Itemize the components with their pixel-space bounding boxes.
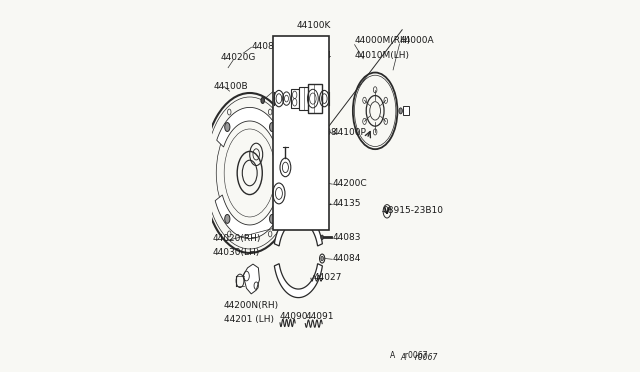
Bar	[273, 36, 329, 230]
Text: 44128: 44128	[285, 68, 312, 77]
Text: 44100P: 44100P	[332, 128, 366, 137]
Text: 44201 (LH): 44201 (LH)	[224, 315, 274, 324]
Text: 44000M(RH): 44000M(RH)	[355, 36, 411, 45]
Text: A    r0067: A r0067	[390, 351, 428, 360]
Text: 44112: 44112	[295, 51, 321, 60]
Text: 44090: 44090	[280, 312, 308, 321]
Text: 44027: 44027	[313, 273, 342, 282]
Text: 44081: 44081	[252, 42, 280, 51]
Text: 44124: 44124	[305, 51, 332, 60]
Polygon shape	[275, 212, 323, 246]
Text: 44200C: 44200C	[333, 179, 367, 187]
Text: 44020(RH): 44020(RH)	[213, 234, 261, 243]
Circle shape	[269, 215, 275, 224]
Bar	[300, 87, 310, 110]
Text: 44010M(LH): 44010M(LH)	[355, 51, 410, 60]
Polygon shape	[215, 195, 283, 238]
Text: 44200N(RH): 44200N(RH)	[224, 301, 279, 310]
Circle shape	[225, 215, 230, 224]
Text: V: V	[384, 207, 390, 216]
Polygon shape	[243, 264, 259, 294]
Circle shape	[323, 201, 325, 206]
Text: 44112: 44112	[276, 68, 302, 77]
Text: 44100B: 44100B	[214, 82, 249, 91]
Text: 44060K: 44060K	[273, 215, 308, 224]
Circle shape	[399, 108, 403, 114]
Circle shape	[261, 97, 264, 103]
Polygon shape	[217, 108, 284, 151]
Bar	[308, 84, 322, 113]
Text: 44125: 44125	[287, 178, 313, 187]
Bar	[403, 106, 410, 115]
Text: A    r0067: A r0067	[400, 353, 437, 362]
Text: 44135: 44135	[333, 199, 362, 208]
Polygon shape	[275, 264, 323, 298]
Circle shape	[321, 256, 323, 261]
Text: 44091: 44091	[305, 312, 334, 321]
Circle shape	[269, 122, 275, 131]
Text: 44084: 44084	[333, 254, 362, 263]
Text: 44000A: 44000A	[400, 36, 435, 45]
Circle shape	[204, 188, 207, 195]
Text: 44108: 44108	[310, 128, 337, 137]
Circle shape	[204, 147, 207, 154]
Text: 44083: 44083	[333, 233, 362, 242]
Text: 44020G: 44020G	[221, 53, 257, 62]
Text: 44030(LH): 44030(LH)	[213, 248, 260, 257]
Circle shape	[225, 122, 230, 131]
Text: 44124: 44124	[276, 51, 302, 60]
Text: 44129: 44129	[285, 51, 312, 60]
Bar	[291, 89, 300, 108]
Circle shape	[321, 235, 323, 240]
Text: 44100K: 44100K	[296, 21, 331, 30]
Text: 08915-23B10: 08915-23B10	[383, 206, 444, 215]
Text: 44108: 44108	[276, 196, 302, 205]
